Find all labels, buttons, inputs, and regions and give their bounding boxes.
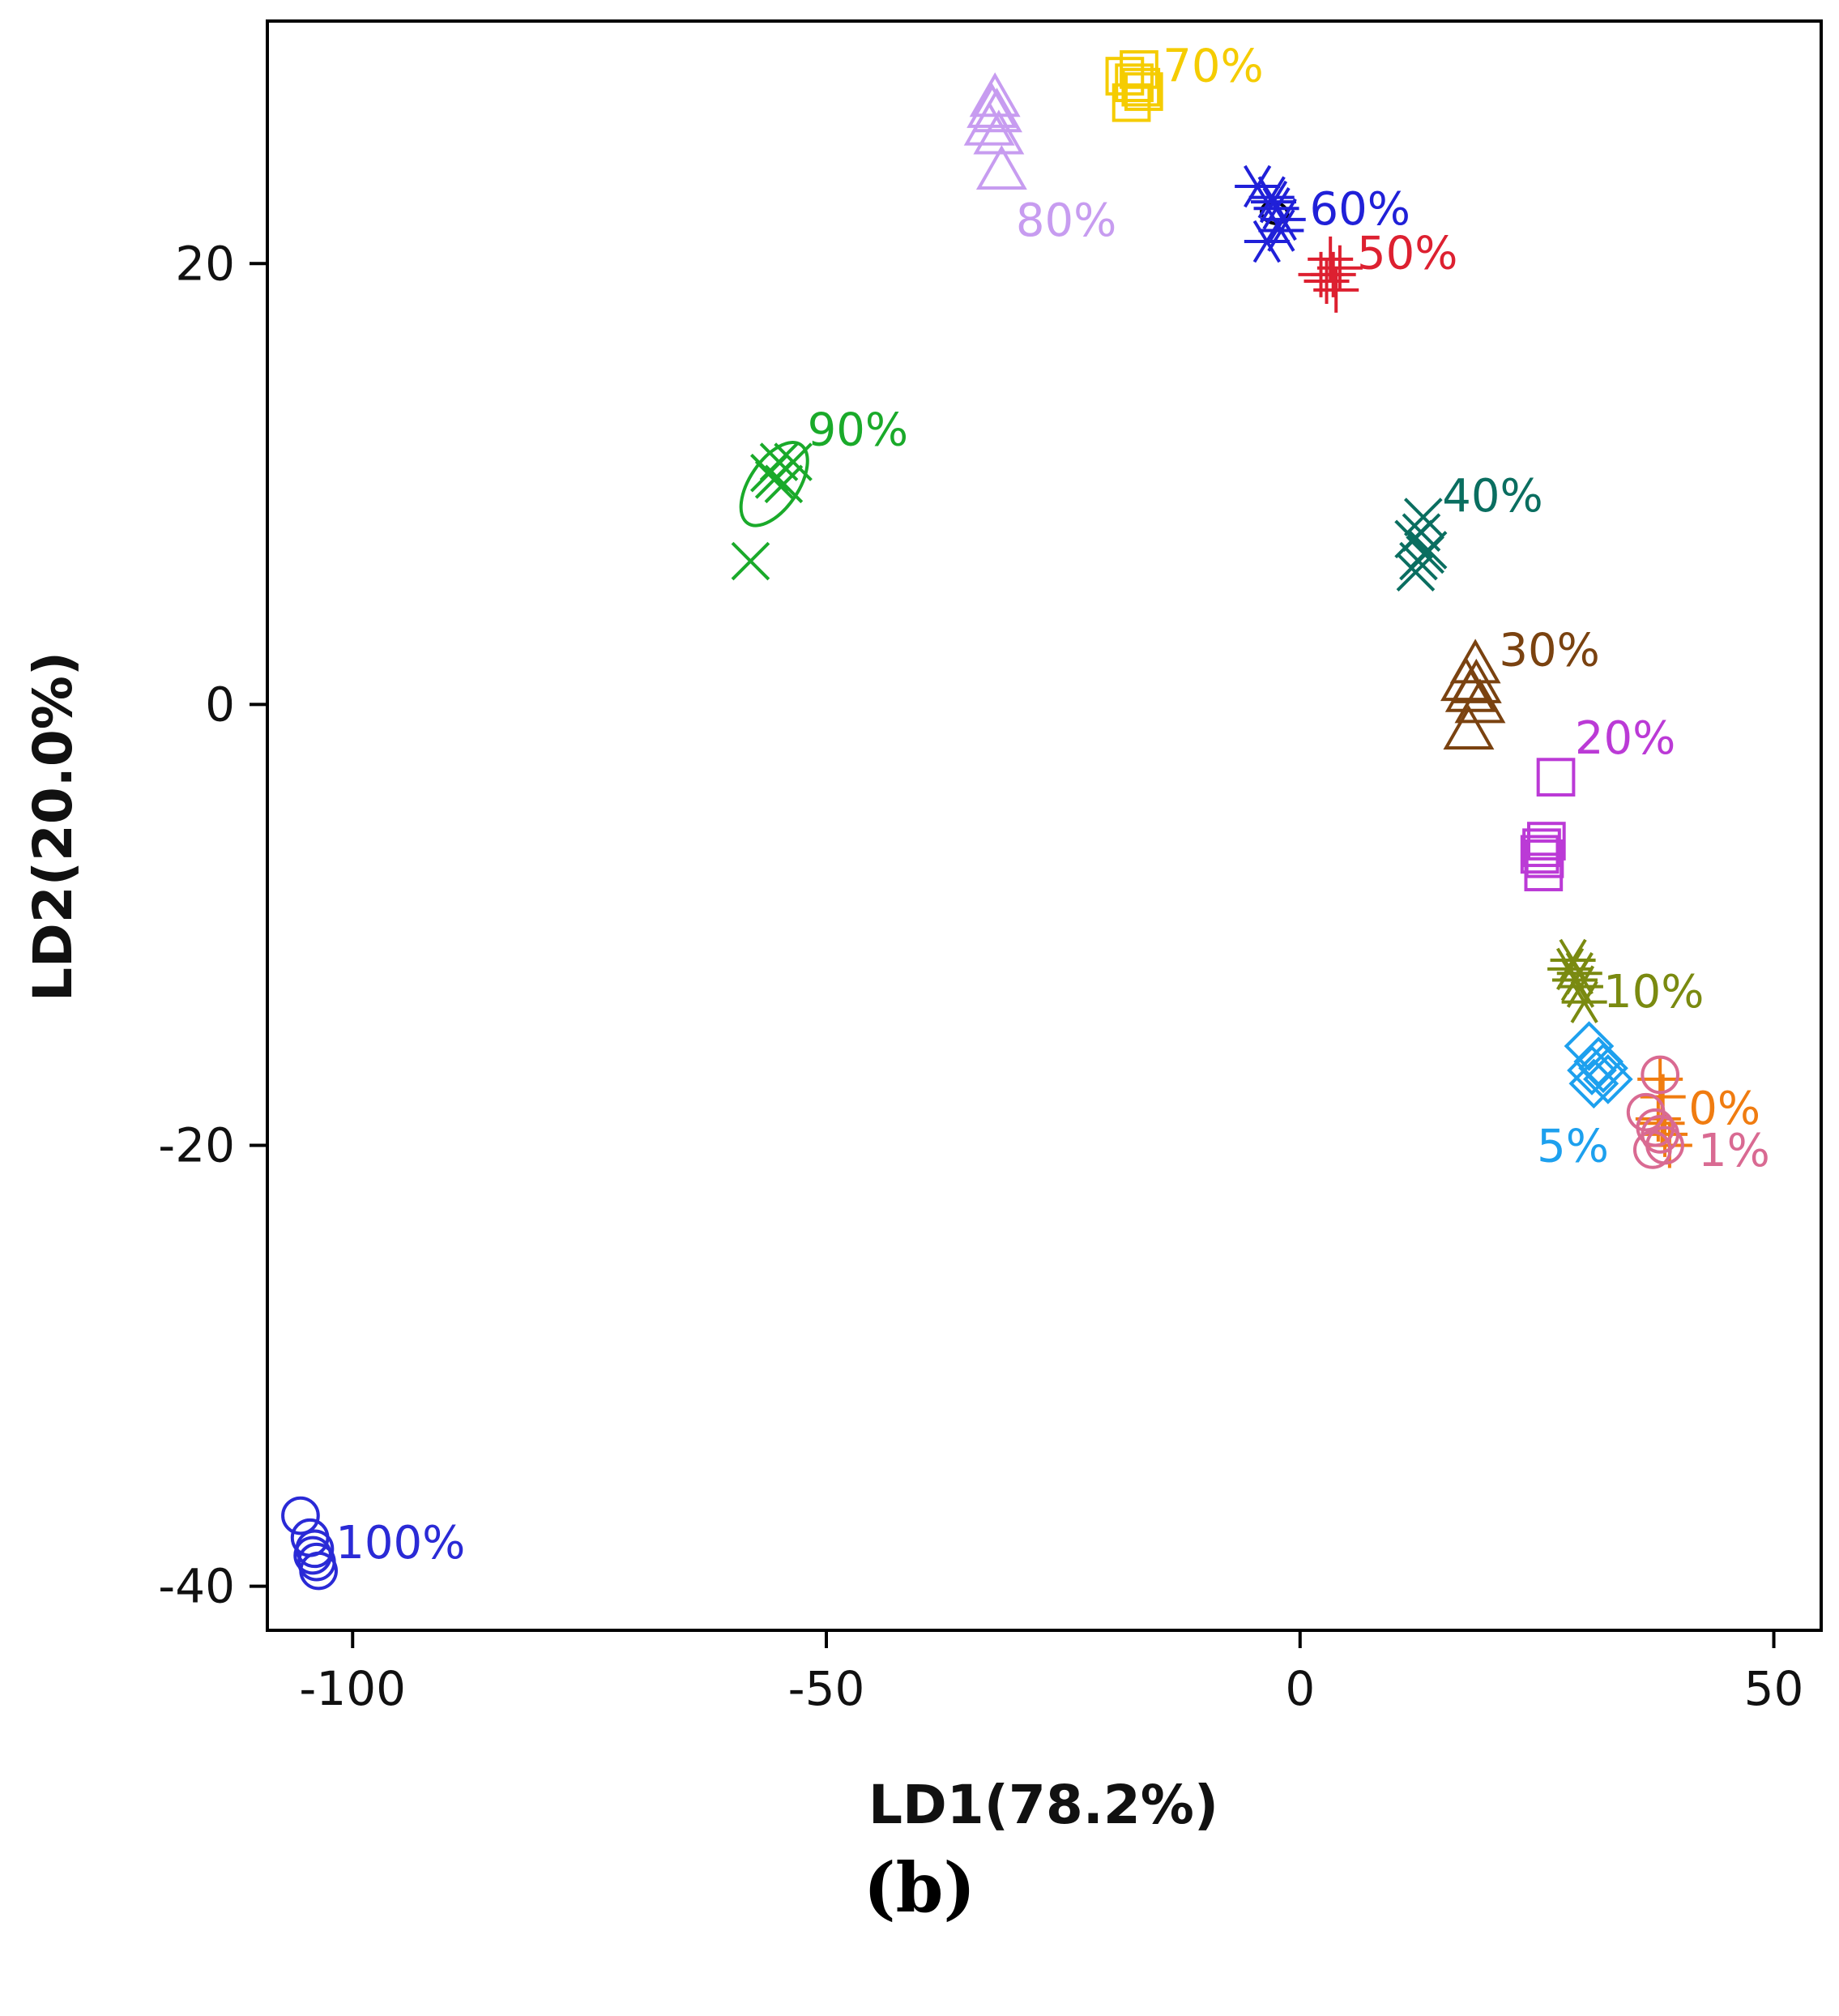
y-tick-label: -20 <box>158 1117 235 1172</box>
data-point <box>975 144 1027 190</box>
x-tick-label: 50 <box>1744 1661 1804 1716</box>
data-point <box>1524 852 1564 891</box>
data-point <box>1402 513 1441 552</box>
data-point <box>1403 498 1443 536</box>
x-tick-label: -100 <box>299 1661 406 1716</box>
data-point <box>281 1496 320 1535</box>
data-point <box>754 460 794 499</box>
series-60pct <box>1235 164 1306 263</box>
data-point <box>1557 965 1603 1008</box>
data-point <box>1550 938 1596 982</box>
data-point <box>1578 1043 1628 1094</box>
data-point <box>1244 220 1290 263</box>
data-point <box>1235 164 1281 208</box>
data-point <box>1121 67 1161 107</box>
cluster-label-0pct: 0% <box>1688 1083 1760 1135</box>
data-point <box>1443 704 1495 750</box>
y-axis-title: LD2(20.0%) <box>22 651 84 1002</box>
series-layer <box>281 50 1692 1591</box>
data-point <box>1251 180 1297 224</box>
panel-label: (b) <box>863 1847 976 1928</box>
cluster-label-1pct: 1% <box>1698 1125 1770 1177</box>
data-point <box>1258 209 1304 252</box>
data-point <box>969 72 1021 117</box>
data-point <box>299 1551 338 1591</box>
data-point <box>1636 1108 1675 1147</box>
cluster-label-100pct: 100% <box>335 1517 465 1570</box>
data-point <box>731 541 770 581</box>
data-point <box>1124 72 1163 111</box>
cluster-label-50pct: 50% <box>1357 228 1457 280</box>
axis-ticks: -100 -50 0 50 -40 -20 0 20 <box>158 236 1803 1716</box>
cluster-labels: 100% 90% 80% 70% 60%50% 40% 30% 20% 10% 5% 0%1% <box>335 40 1770 1570</box>
cluster-label-30pct: 30% <box>1499 624 1599 677</box>
plot-frame <box>266 19 1823 1632</box>
series-1pct <box>1626 1055 1684 1169</box>
x-tick-label: 0 <box>1285 1661 1315 1716</box>
x-axis-title: LD1(78.2%) <box>868 1774 1218 1836</box>
series-90pct <box>731 441 813 581</box>
data-point <box>764 464 804 504</box>
data-point <box>1304 258 1350 305</box>
series-30pct <box>1440 639 1506 750</box>
data-point <box>1396 553 1436 592</box>
series-40pct <box>1394 498 1448 592</box>
series-70pct <box>1105 50 1163 122</box>
series-20pct <box>1520 758 1576 891</box>
data-point <box>1583 1054 1633 1104</box>
data-point <box>1115 63 1154 103</box>
cluster-label-60pct: 60% <box>1309 183 1410 236</box>
y-tick-label: 20 <box>175 236 235 291</box>
data-point <box>1313 267 1359 313</box>
series-5pct <box>1564 1021 1633 1109</box>
data-point <box>1112 83 1151 122</box>
series-100pct <box>281 1496 338 1591</box>
series-50pct <box>1298 236 1363 313</box>
data-point <box>1536 758 1576 797</box>
cluster-label-10pct: 10% <box>1603 966 1704 1019</box>
data-point <box>1641 1055 1680 1095</box>
y-tick-label: 0 <box>205 677 235 732</box>
series-80pct <box>963 72 1027 190</box>
x-tick-label: -50 <box>788 1661 865 1716</box>
data-point <box>1564 1021 1615 1071</box>
cluster-label-40pct: 40% <box>1442 470 1542 523</box>
data-point <box>1527 822 1566 861</box>
data-point <box>1561 980 1607 1023</box>
data-point <box>1450 658 1502 703</box>
data-point <box>963 100 1015 146</box>
cluster-label-80pct: 80% <box>1016 194 1116 247</box>
y-tick-label: -40 <box>158 1559 235 1614</box>
cluster-label-90pct: 90% <box>808 404 908 456</box>
cluster-label-20pct: 20% <box>1575 712 1675 765</box>
data-point <box>1567 1045 1617 1096</box>
confidence-ellipse <box>739 441 809 527</box>
data-point <box>1316 245 1363 291</box>
data-point <box>1645 1125 1684 1165</box>
data-point <box>1522 828 1561 868</box>
cluster-label-70pct: 70% <box>1163 40 1263 92</box>
cluster-label-5pct: 5% <box>1537 1120 1609 1172</box>
series-10pct <box>1547 938 1607 1023</box>
data-point <box>293 1535 332 1575</box>
data-point <box>1637 1056 1683 1102</box>
